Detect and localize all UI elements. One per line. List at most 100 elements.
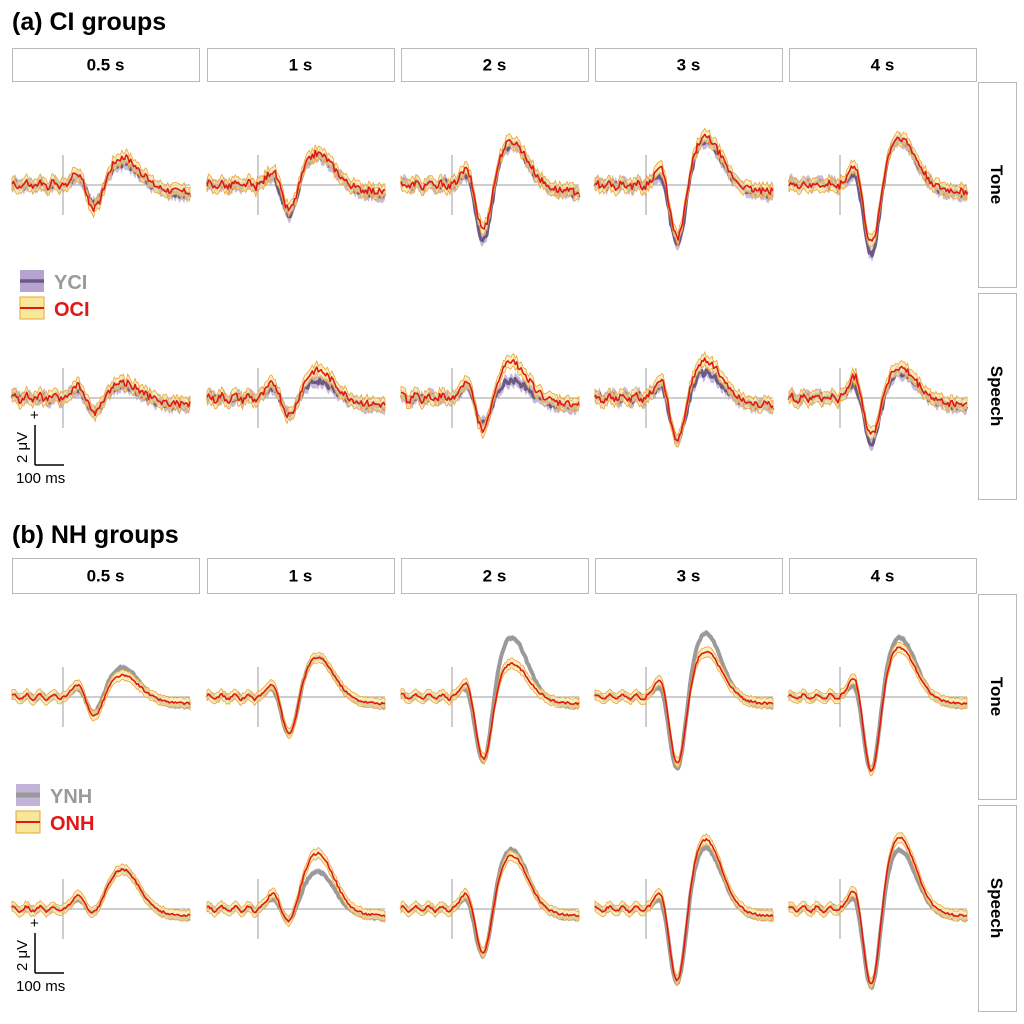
band-oci: [11, 148, 191, 219]
legend-a: YCI OCI: [19, 270, 90, 321]
trace-oci: [11, 379, 191, 417]
band-oci: [206, 144, 386, 218]
traces-panel-a: [10, 127, 969, 452]
column-strip-label: 2 s: [483, 567, 507, 586]
scale-bar-b: 2 μV + 100 ms: [14, 915, 65, 995]
column-strip-a-3: 3 s: [595, 48, 783, 82]
scale-bar-b-plus: +: [30, 915, 39, 932]
legend-a-old-label: OCI: [54, 299, 90, 321]
band-oci: [11, 373, 191, 423]
row-strips-b: Tone Speech: [978, 594, 1017, 1012]
row-strip-label: Tone: [987, 677, 1006, 716]
scale-bar-a-voltage: 2 μV: [14, 432, 31, 463]
erp-subplot-a-speech-2: [399, 353, 581, 440]
band-onh: [400, 849, 580, 959]
erp-subplot-a-speech-0: [10, 368, 191, 428]
band-oci: [400, 353, 580, 440]
trace-onh: [594, 650, 774, 764]
trace-onh: [206, 656, 386, 735]
column-strip-b-4: 4 s: [789, 558, 977, 594]
column-strip-box: [789, 558, 977, 594]
row-strip-box: [978, 594, 1017, 800]
trace-oci: [788, 365, 968, 435]
column-strip-a-4: 4 s: [789, 48, 977, 82]
erp-subplot-a-speech-4: [787, 359, 969, 452]
legend-b-young-label: YNH: [50, 786, 92, 808]
erp-subplot-b-speech-4: [787, 831, 968, 991]
band-onh: [206, 846, 386, 928]
erp-subplot-a-tone-4: [787, 130, 969, 262]
legend-b: YNH ONH: [15, 784, 94, 835]
band-onh: [788, 641, 968, 777]
band-onh: [11, 669, 191, 722]
band-oci: [788, 359, 968, 441]
row-strip-box: [978, 805, 1017, 1012]
scale-bar-a-plus: +: [30, 407, 39, 424]
erp-subplot-b-tone-4: [787, 633, 968, 777]
trace-onh: [788, 646, 968, 772]
column-strip-b-3: 3 s: [595, 558, 783, 594]
column-strip-box: [595, 48, 783, 82]
trace-onh: [11, 868, 191, 918]
row-strip-label: Tone: [987, 165, 1006, 204]
band-yci: [12, 377, 190, 419]
column-strip-a-2: 2 s: [401, 48, 589, 82]
column-strip-label: 0.5 s: [87, 567, 125, 586]
column-strip-label: 0.5 s: [87, 56, 125, 75]
band-onh: [788, 831, 968, 989]
erp-subplot-a-tone-3: [593, 127, 774, 251]
erp-subplot-a-tone-1: [205, 144, 387, 223]
trace-onh: [594, 838, 774, 982]
row-strip-b-tone: Tone: [978, 594, 1017, 800]
trace-yci: [593, 138, 774, 246]
trace-oci: [594, 133, 774, 241]
row-strip-box: [978, 293, 1017, 500]
column-strip-label: 3 s: [677, 567, 701, 586]
trace-onh: [788, 836, 968, 985]
row-strip-box: [978, 82, 1017, 288]
band-oci: [400, 133, 580, 236]
trace-onh: [400, 662, 580, 760]
legend-b-old-label: ONH: [50, 813, 94, 835]
band-oci: [206, 360, 386, 425]
column-strip-label: 3 s: [677, 56, 701, 75]
trace-oci: [206, 149, 385, 212]
band-oci: [594, 351, 774, 448]
trace-yci: [787, 136, 969, 258]
column-strip-label: 2 s: [483, 56, 507, 75]
band-onh: [594, 833, 774, 987]
column-strip-label: 4 s: [871, 567, 895, 586]
erp-subplot-b-tone-2: [400, 634, 580, 765]
erp-subplot-a-speech-1: [205, 360, 386, 428]
trace-onh: [11, 673, 191, 717]
scale-bar-a: 2 μV + 100 ms: [14, 407, 65, 487]
row-strip-label: Speech: [987, 878, 1006, 938]
trace-oci: [11, 154, 191, 212]
trace-oci: [400, 138, 580, 230]
row-strip-b-speech: Speech: [978, 805, 1017, 1012]
erp-subplot-b-speech-2: [399, 845, 580, 960]
panel-b-title: (b) NH groups: [12, 521, 179, 549]
trace-onh: [400, 854, 580, 954]
trace-onh: [206, 851, 386, 923]
erp-subplot-b-speech-0: [10, 863, 191, 939]
trace-oci: [400, 358, 580, 434]
band-onh: [11, 863, 191, 922]
erp-subplot-b-tone-3: [593, 629, 774, 772]
trace-oci: [788, 136, 968, 242]
column-strip-box: [207, 48, 395, 82]
column-strip-box: [207, 558, 395, 594]
column-strip-box: [12, 48, 200, 82]
column-strip-b-2: 2 s: [401, 558, 589, 594]
column-strip-box: [789, 48, 977, 82]
trace-oci: [594, 357, 774, 442]
column-strip-label: 4 s: [871, 56, 895, 75]
erp-subplot-b-tone-0: [11, 663, 192, 727]
scale-bar-a-time: 100 ms: [16, 470, 65, 487]
column-strip-a-0: 0.5 s: [12, 48, 200, 82]
panel-a-title: (a) CI groups: [12, 8, 166, 36]
band-oci: [788, 130, 968, 248]
erp-subplot-a-tone-0: [11, 148, 192, 219]
legend-a-young-label: YCI: [54, 272, 87, 294]
